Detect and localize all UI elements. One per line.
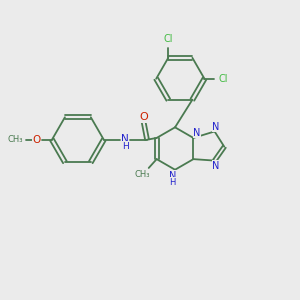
Text: N: N [193,128,201,138]
Text: N: N [121,134,129,144]
Text: CH₃: CH₃ [8,135,23,144]
Text: N: N [212,122,220,132]
Text: O: O [32,135,41,145]
Text: Cl: Cl [219,74,228,84]
Text: CH₃: CH₃ [134,170,150,179]
Text: N: N [169,171,176,181]
Text: N: N [212,161,220,171]
Text: H: H [169,178,176,187]
Text: Cl: Cl [164,34,173,44]
Text: O: O [139,112,148,122]
Text: H: H [122,142,129,151]
